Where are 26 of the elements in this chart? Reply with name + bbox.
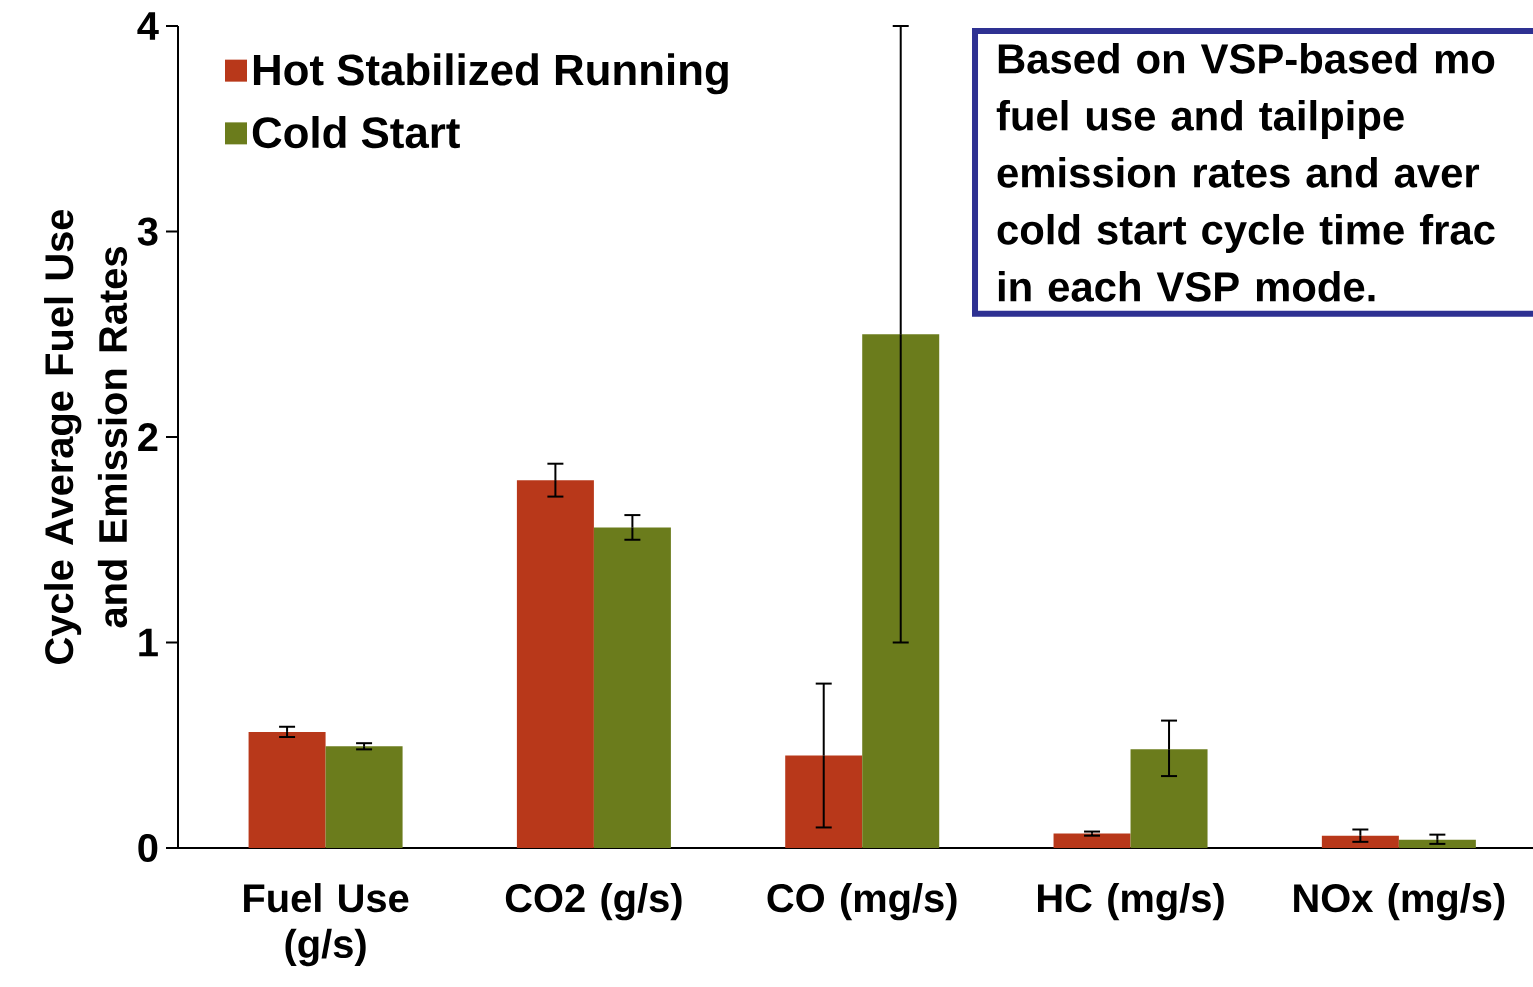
x-tick-label: Fuel Use (g/s) <box>244 883 409 967</box>
bar <box>1398 839 1476 848</box>
annotation: cold start cycle time frac <box>997 213 1495 253</box>
y-tick-label: 3 <box>137 217 158 246</box>
x-tick-label: CO (mg/s) <box>767 883 957 921</box>
bar <box>1130 749 1208 848</box>
bar <box>1321 835 1399 848</box>
y-tick-label: 2 <box>138 423 158 451</box>
bar <box>325 746 403 848</box>
y-tick-label: 0 <box>138 833 158 863</box>
x-tick-label: CO2 (g/s) <box>505 883 682 921</box>
annotation: in each VSP mode. <box>998 270 1375 302</box>
bar <box>1053 833 1131 848</box>
legend-label: Hot Stabilized Running <box>253 53 728 95</box>
x-tick-label: NOx (mg/s) <box>1294 883 1505 921</box>
bar <box>593 527 671 848</box>
y-tick-label: 4 <box>137 12 159 40</box>
y-tick-label: 1 <box>139 628 158 657</box>
annotation: fuel use and tailpipe <box>996 99 1404 139</box>
annotation: Based on VSP-based mo <box>998 43 1495 74</box>
y-axis-title: Cycle Average Fuel Use and Emission Rates <box>44 209 128 664</box>
bar <box>248 731 326 848</box>
annotation: emission rates and aver <box>997 156 1480 188</box>
x-tick-label: HC (mg/s) <box>1038 883 1224 921</box>
legend-label: Cold Start <box>252 115 460 149</box>
bar <box>516 480 594 848</box>
